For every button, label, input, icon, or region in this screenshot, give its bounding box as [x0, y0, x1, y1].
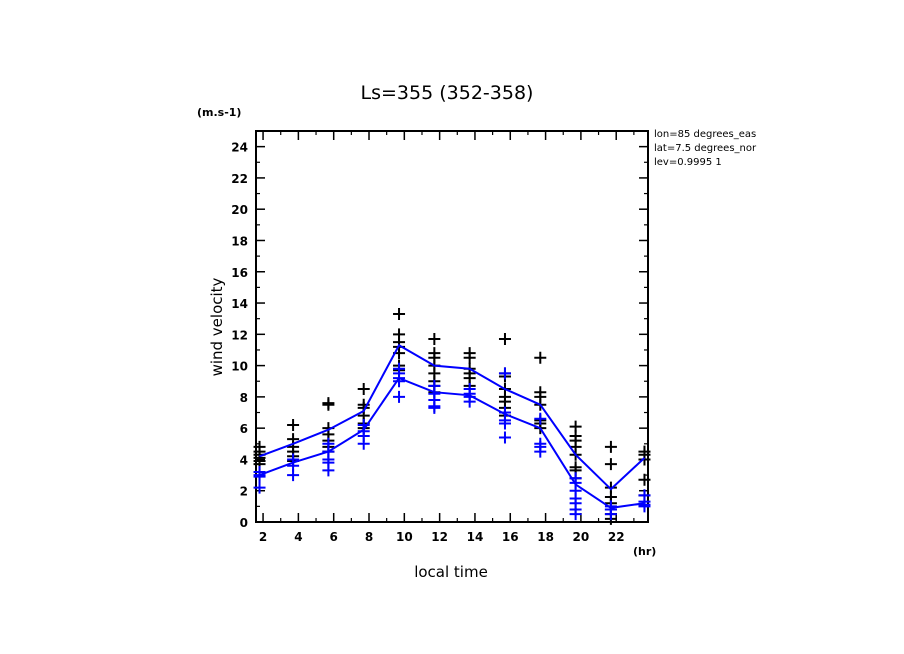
- x-tick-label: 2: [259, 530, 267, 544]
- y-tick-label: 10: [231, 360, 248, 374]
- scatter-point: [253, 481, 266, 494]
- x-tick-label: 18: [537, 530, 554, 544]
- x-tick-label: 22: [608, 530, 625, 544]
- scatter-point: [534, 351, 547, 364]
- info-lev: lev=0.9995 1: [654, 157, 722, 168]
- scatter-point: [287, 419, 300, 432]
- scatter-point: [393, 390, 406, 403]
- y-unit-label: (m.s-1): [197, 106, 241, 119]
- x-axis-label: local time: [414, 563, 488, 581]
- y-axis-label: wind velocity: [208, 277, 226, 376]
- scatter-point: [322, 398, 335, 411]
- scatter-point: [498, 431, 511, 444]
- scatter-point: [357, 437, 370, 450]
- x-tick-label: 14: [467, 530, 484, 544]
- series-line-mean-lower: [259, 376, 645, 509]
- y-tick-label: 16: [231, 266, 248, 280]
- x-tick-label: 6: [330, 530, 338, 544]
- y-tick-label: 22: [231, 172, 248, 186]
- scatter-point: [604, 508, 617, 521]
- x-tick-label: 20: [573, 530, 590, 544]
- y-tick-label: 20: [231, 203, 248, 217]
- scatter-point: [498, 367, 511, 380]
- y-tick-label: 6: [240, 422, 248, 436]
- scatter-point: [428, 401, 441, 414]
- x-tick-label: 10: [396, 530, 413, 544]
- scatter-point: [287, 469, 300, 482]
- y-tick-label: 0: [240, 516, 248, 530]
- scatter-point: [498, 333, 511, 346]
- data-marks: [253, 307, 651, 525]
- scatter-point: [604, 458, 617, 471]
- y-tick-label: 18: [231, 234, 248, 248]
- scatter-point: [322, 464, 335, 477]
- x-tick-label: 16: [502, 530, 519, 544]
- y-tick-label: 4: [240, 453, 248, 467]
- scatter-point: [638, 500, 651, 513]
- series-line-mean-upper: [259, 343, 646, 491]
- scatter-point: [428, 333, 441, 346]
- scatter-point: [638, 453, 651, 466]
- x-axis-ticks: 2 4 6 8 10 12 14 16 18 20 22: [259, 131, 635, 544]
- chart-title: Ls=355 (352-358): [361, 82, 534, 104]
- y-tick-label: 8: [240, 391, 248, 405]
- info-lat: lat=7.5 degrees_nor: [654, 143, 757, 154]
- x-tick-label: 8: [365, 530, 373, 544]
- x-tick-label: 12: [431, 530, 448, 544]
- scatter-point: [463, 395, 476, 408]
- y-tick-label: 2: [240, 485, 248, 499]
- x-unit-label: (hr): [633, 545, 656, 558]
- series-mean-upper: [253, 307, 651, 525]
- x-tick-label: 4: [294, 530, 302, 544]
- y-tick-label: 14: [231, 297, 248, 311]
- info-lon: lon=85 degrees_eas: [654, 129, 756, 140]
- scatter-point: [638, 473, 651, 486]
- y-tick-label: 12: [231, 328, 248, 342]
- scatter-point: [393, 307, 406, 320]
- y-tick-label: 24: [231, 141, 248, 155]
- scatter-point: [534, 412, 547, 425]
- scatter-point: [498, 417, 511, 430]
- scatter-point: [534, 445, 547, 458]
- scatter-point: [253, 470, 266, 483]
- scatter-point: [357, 383, 370, 396]
- plot-frame: [255, 130, 649, 523]
- scatter-point: [604, 440, 617, 453]
- series-mean-lower: [253, 362, 651, 521]
- scatter-point: [569, 508, 582, 521]
- scatter-point: [463, 351, 476, 364]
